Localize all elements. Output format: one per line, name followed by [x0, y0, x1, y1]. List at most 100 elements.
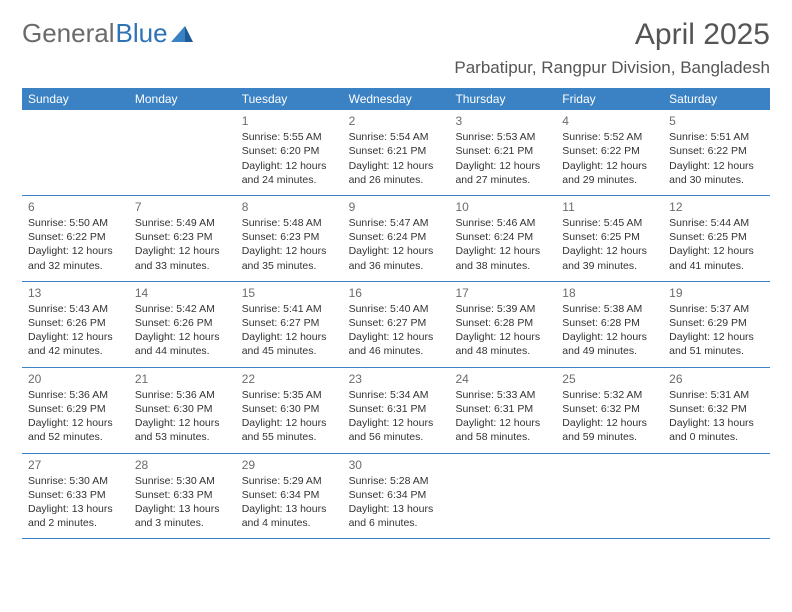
day-cell: 23Sunrise: 5:34 AMSunset: 6:31 PMDayligh…	[343, 368, 450, 453]
dow-wednesday: Wednesday	[343, 88, 450, 110]
sunrise-text: Sunrise: 5:43 AM	[28, 302, 123, 316]
day-number: 30	[349, 457, 444, 473]
day-number: 10	[455, 199, 550, 215]
daylight-text: Daylight: 13 hours and 4 minutes.	[242, 502, 337, 530]
day-cell: 27Sunrise: 5:30 AMSunset: 6:33 PMDayligh…	[22, 454, 129, 539]
day-number: 11	[562, 199, 657, 215]
daylight-text: Daylight: 12 hours and 32 minutes.	[28, 244, 123, 272]
sunrise-text: Sunrise: 5:45 AM	[562, 216, 657, 230]
sunrise-text: Sunrise: 5:50 AM	[28, 216, 123, 230]
sunrise-text: Sunrise: 5:55 AM	[242, 130, 337, 144]
week-row: 27Sunrise: 5:30 AMSunset: 6:33 PMDayligh…	[22, 454, 770, 540]
sunrise-text: Sunrise: 5:52 AM	[562, 130, 657, 144]
sunset-text: Sunset: 6:34 PM	[242, 488, 337, 502]
day-cell: 30Sunrise: 5:28 AMSunset: 6:34 PMDayligh…	[343, 454, 450, 539]
sunset-text: Sunset: 6:32 PM	[669, 402, 764, 416]
sunrise-text: Sunrise: 5:39 AM	[455, 302, 550, 316]
day-cell: 5Sunrise: 5:51 AMSunset: 6:22 PMDaylight…	[663, 110, 770, 195]
daylight-text: Daylight: 12 hours and 24 minutes.	[242, 159, 337, 187]
day-cell: 17Sunrise: 5:39 AMSunset: 6:28 PMDayligh…	[449, 282, 556, 367]
sunset-text: Sunset: 6:24 PM	[455, 230, 550, 244]
day-number: 27	[28, 457, 123, 473]
day-number: 4	[562, 113, 657, 129]
daylight-text: Daylight: 12 hours and 26 minutes.	[349, 159, 444, 187]
day-cell: 6Sunrise: 5:50 AMSunset: 6:22 PMDaylight…	[22, 196, 129, 281]
sunrise-text: Sunrise: 5:48 AM	[242, 216, 337, 230]
daylight-text: Daylight: 12 hours and 48 minutes.	[455, 330, 550, 358]
sunset-text: Sunset: 6:28 PM	[455, 316, 550, 330]
sunrise-text: Sunrise: 5:36 AM	[28, 388, 123, 402]
day-cell-empty	[663, 454, 770, 539]
day-cell: 14Sunrise: 5:42 AMSunset: 6:26 PMDayligh…	[129, 282, 236, 367]
day-cell: 26Sunrise: 5:31 AMSunset: 6:32 PMDayligh…	[663, 368, 770, 453]
day-cell: 25Sunrise: 5:32 AMSunset: 6:32 PMDayligh…	[556, 368, 663, 453]
daylight-text: Daylight: 12 hours and 59 minutes.	[562, 416, 657, 444]
sunrise-text: Sunrise: 5:30 AM	[28, 474, 123, 488]
sunrise-text: Sunrise: 5:42 AM	[135, 302, 230, 316]
days-of-week-row: Sunday Monday Tuesday Wednesday Thursday…	[22, 88, 770, 110]
sunrise-text: Sunrise: 5:53 AM	[455, 130, 550, 144]
sunset-text: Sunset: 6:26 PM	[28, 316, 123, 330]
daylight-text: Daylight: 12 hours and 56 minutes.	[349, 416, 444, 444]
daylight-text: Daylight: 12 hours and 36 minutes.	[349, 244, 444, 272]
sunset-text: Sunset: 6:20 PM	[242, 144, 337, 158]
day-number: 24	[455, 371, 550, 387]
title-block: April 2025 Parbatipur, Rangpur Division,…	[454, 18, 770, 78]
day-cell: 4Sunrise: 5:52 AMSunset: 6:22 PMDaylight…	[556, 110, 663, 195]
daylight-text: Daylight: 12 hours and 27 minutes.	[455, 159, 550, 187]
week-row: 20Sunrise: 5:36 AMSunset: 6:29 PMDayligh…	[22, 368, 770, 454]
dow-friday: Friday	[556, 88, 663, 110]
day-number: 28	[135, 457, 230, 473]
sunrise-text: Sunrise: 5:51 AM	[669, 130, 764, 144]
day-number: 7	[135, 199, 230, 215]
day-cell: 21Sunrise: 5:36 AMSunset: 6:30 PMDayligh…	[129, 368, 236, 453]
day-number: 19	[669, 285, 764, 301]
sunset-text: Sunset: 6:21 PM	[455, 144, 550, 158]
daylight-text: Daylight: 12 hours and 35 minutes.	[242, 244, 337, 272]
sunrise-text: Sunrise: 5:40 AM	[349, 302, 444, 316]
calendar: Sunday Monday Tuesday Wednesday Thursday…	[22, 88, 770, 539]
daylight-text: Daylight: 13 hours and 3 minutes.	[135, 502, 230, 530]
week-row: 6Sunrise: 5:50 AMSunset: 6:22 PMDaylight…	[22, 196, 770, 282]
week-row: 13Sunrise: 5:43 AMSunset: 6:26 PMDayligh…	[22, 282, 770, 368]
sunrise-text: Sunrise: 5:49 AM	[135, 216, 230, 230]
sunrise-text: Sunrise: 5:36 AM	[135, 388, 230, 402]
daylight-text: Daylight: 13 hours and 6 minutes.	[349, 502, 444, 530]
day-cell: 2Sunrise: 5:54 AMSunset: 6:21 PMDaylight…	[343, 110, 450, 195]
sunset-text: Sunset: 6:22 PM	[562, 144, 657, 158]
dow-sunday: Sunday	[22, 88, 129, 110]
month-title: April 2025	[454, 18, 770, 52]
sunset-text: Sunset: 6:29 PM	[28, 402, 123, 416]
sunrise-text: Sunrise: 5:37 AM	[669, 302, 764, 316]
sunset-text: Sunset: 6:23 PM	[135, 230, 230, 244]
logo: General Blue	[22, 18, 193, 49]
dow-saturday: Saturday	[663, 88, 770, 110]
day-cell: 11Sunrise: 5:45 AMSunset: 6:25 PMDayligh…	[556, 196, 663, 281]
day-cell: 28Sunrise: 5:30 AMSunset: 6:33 PMDayligh…	[129, 454, 236, 539]
day-cell: 3Sunrise: 5:53 AMSunset: 6:21 PMDaylight…	[449, 110, 556, 195]
day-cell-empty	[129, 110, 236, 195]
day-number: 14	[135, 285, 230, 301]
sunrise-text: Sunrise: 5:47 AM	[349, 216, 444, 230]
sunset-text: Sunset: 6:25 PM	[669, 230, 764, 244]
daylight-text: Daylight: 12 hours and 30 minutes.	[669, 159, 764, 187]
sunrise-text: Sunrise: 5:41 AM	[242, 302, 337, 316]
day-number: 16	[349, 285, 444, 301]
daylight-text: Daylight: 12 hours and 29 minutes.	[562, 159, 657, 187]
day-cell-empty	[22, 110, 129, 195]
day-cell: 29Sunrise: 5:29 AMSunset: 6:34 PMDayligh…	[236, 454, 343, 539]
sunrise-text: Sunrise: 5:33 AM	[455, 388, 550, 402]
daylight-text: Daylight: 12 hours and 46 minutes.	[349, 330, 444, 358]
day-number: 8	[242, 199, 337, 215]
sunset-text: Sunset: 6:21 PM	[349, 144, 444, 158]
daylight-text: Daylight: 12 hours and 53 minutes.	[135, 416, 230, 444]
day-cell: 7Sunrise: 5:49 AMSunset: 6:23 PMDaylight…	[129, 196, 236, 281]
sunset-text: Sunset: 6:25 PM	[562, 230, 657, 244]
dow-monday: Monday	[129, 88, 236, 110]
sunrise-text: Sunrise: 5:54 AM	[349, 130, 444, 144]
daylight-text: Daylight: 12 hours and 52 minutes.	[28, 416, 123, 444]
day-cell: 16Sunrise: 5:40 AMSunset: 6:27 PMDayligh…	[343, 282, 450, 367]
logo-text-blue: Blue	[116, 18, 168, 49]
day-number: 22	[242, 371, 337, 387]
daylight-text: Daylight: 12 hours and 58 minutes.	[455, 416, 550, 444]
